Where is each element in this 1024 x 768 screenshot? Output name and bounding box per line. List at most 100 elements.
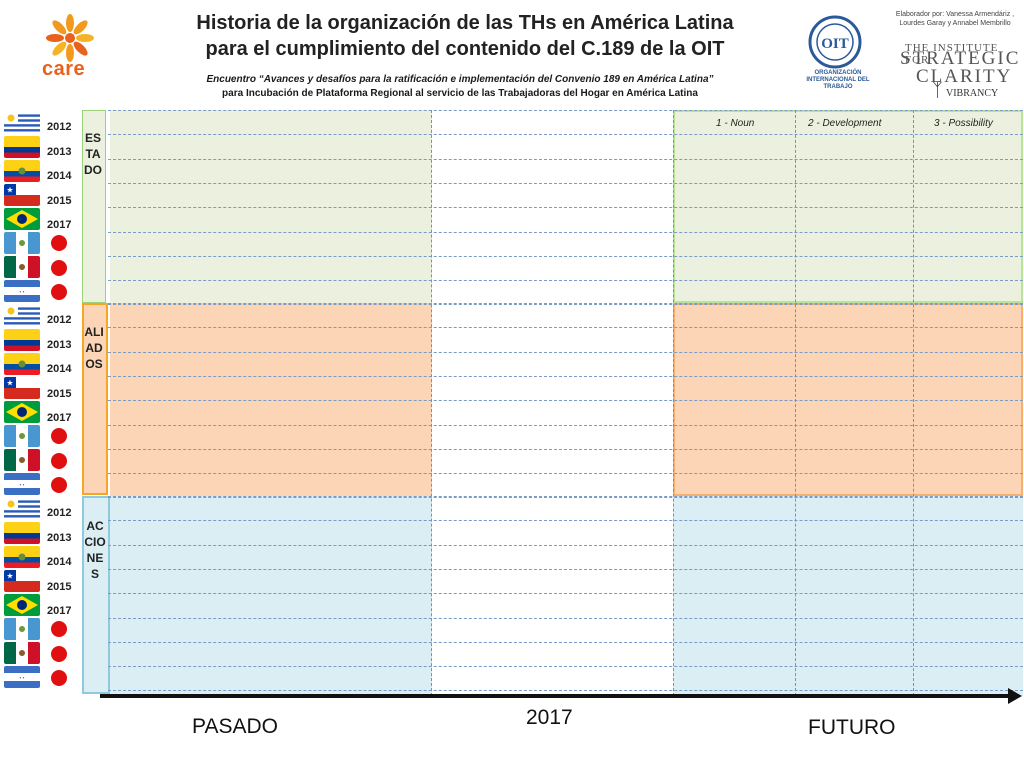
isc-strategic: Strategic	[900, 48, 1021, 69]
flag-guatemala-icon	[4, 618, 40, 640]
grid-line	[108, 473, 1023, 474]
year-label: 2015	[47, 387, 72, 400]
red-dot-marker	[51, 670, 67, 686]
grid-line	[108, 256, 1023, 257]
year-label: 2012	[47, 314, 72, 326]
svg-text:★: ★	[6, 186, 13, 195]
red-dot-marker	[51, 235, 67, 251]
grid-line	[108, 642, 1023, 643]
flag-guatemala-icon	[4, 425, 40, 447]
grid-line	[108, 159, 1023, 160]
red-dot-marker	[51, 259, 67, 276]
flag-ecuador-icon	[4, 546, 40, 568]
grid-line	[108, 497, 1023, 498]
flag-nicaragua-icon: • •	[4, 280, 40, 302]
subtitle-line-1: Encuentro “Avances y desafíos para la ra…	[206, 74, 714, 85]
grid-line	[108, 593, 1023, 594]
red-dot-marker	[51, 477, 67, 493]
year-label: 2014	[47, 170, 72, 182]
flag-chile-icon: ★	[4, 184, 40, 206]
grid-line	[108, 618, 1023, 619]
year-label: 2015	[47, 580, 72, 593]
oit-logo-text: OIT	[821, 36, 849, 52]
svg-text:• •: • •	[20, 676, 25, 682]
credits: Elaborador por: Vanessa Armendáriz , Lou…	[895, 11, 1015, 27]
divider-noun-development	[795, 110, 796, 696]
flag-mexico-icon	[4, 642, 40, 664]
year-label: 2013	[47, 338, 72, 351]
grid-line	[108, 207, 1023, 208]
flag-colombia-icon	[4, 329, 40, 351]
grid-line	[108, 569, 1023, 570]
estado-label-box	[82, 110, 106, 303]
care-logo	[30, 10, 110, 85]
isc-clarity: Clarity	[916, 66, 1013, 87]
acciones-band-future	[673, 496, 1023, 696]
red-dot-marker	[51, 284, 67, 300]
divider-present-future	[673, 110, 674, 696]
flag-nicaragua-icon: • •	[4, 473, 40, 495]
grid-line	[108, 520, 1023, 521]
grid-line	[108, 496, 1023, 497]
flag-chile-icon: ★	[4, 377, 40, 399]
flag-uruguay-icon	[4, 498, 40, 520]
svg-text:★: ★	[6, 379, 13, 388]
grid-line	[108, 545, 1023, 546]
grid-line	[108, 134, 1023, 135]
year-label: 2017	[47, 412, 72, 424]
isc-logo-line-2: Strategic Clarity	[900, 48, 1021, 87]
year-label: 2014	[47, 363, 72, 375]
flag-nicaragua-icon: • •	[4, 666, 40, 688]
grid-line	[108, 449, 1023, 450]
grid-line	[108, 110, 1023, 111]
aliados-label-box	[82, 303, 108, 495]
svg-text:• •: • •	[20, 290, 25, 296]
title-line-2: para el cumplimiento del contenido del C…	[205, 38, 725, 60]
estado-band-future	[673, 110, 1023, 303]
subtitle-line-2: para Incubación de Plataforma Regional a…	[222, 88, 698, 99]
flag-chile-icon: ★	[4, 570, 40, 592]
year-label: 2017	[47, 219, 72, 231]
grid-line	[108, 400, 1023, 401]
flag-colombia-icon	[4, 522, 40, 544]
year-label: 2017	[47, 605, 72, 617]
grid-line	[108, 666, 1023, 667]
aliados-band-past	[110, 303, 432, 496]
svg-text:• •: • •	[20, 483, 25, 489]
flag-colombia-icon	[4, 136, 40, 158]
year-label: 2012	[47, 121, 72, 133]
grid-line	[108, 280, 1023, 281]
grid-line	[108, 183, 1023, 184]
year-label: 2015	[47, 194, 72, 207]
section-label-estado: ESTADO	[84, 131, 102, 177]
isc-logo-line-1: The Institute for	[905, 42, 999, 66]
grid-line	[108, 327, 1023, 328]
divider-development-possibility	[913, 110, 914, 696]
flag-brazil-icon	[4, 401, 40, 423]
col-header-development: 2 - Development	[808, 118, 882, 129]
flag-ecuador-icon	[4, 160, 40, 182]
grid-line	[108, 303, 1023, 304]
svg-text:★: ★	[6, 572, 13, 581]
section-label-aliados: ALIADOS	[84, 325, 104, 371]
care-logo-text: care	[42, 58, 86, 80]
year-label: 2013	[47, 531, 72, 544]
vibrancy-text: VIBRANCY	[946, 88, 999, 99]
grid-line	[108, 690, 1023, 691]
grid-line	[108, 376, 1023, 377]
col-header-possibility: 3 - Possibility	[934, 118, 993, 129]
timeline-arrow-icon	[1008, 688, 1022, 704]
acciones-label-box	[82, 496, 110, 694]
vibrancy-icon: ᛉ	[932, 80, 943, 100]
red-dot-marker	[51, 645, 67, 662]
acciones-band-past	[110, 496, 432, 696]
oit-caption: ORGANIZACIÓN INTERNACIONAL DEL TRABAJO	[806, 70, 870, 90]
divider-past-present	[431, 110, 432, 696]
estado-band-past	[110, 110, 432, 303]
flag-brazil-icon	[4, 208, 40, 230]
flag-ecuador-icon	[4, 353, 40, 375]
section-label-acciones: ACCIONES	[84, 519, 106, 581]
title-line-1: Historia de la organización de las THs e…	[196, 12, 734, 34]
page-title: Historia de la organización de las THs e…	[140, 10, 790, 62]
grid-line	[108, 425, 1023, 426]
